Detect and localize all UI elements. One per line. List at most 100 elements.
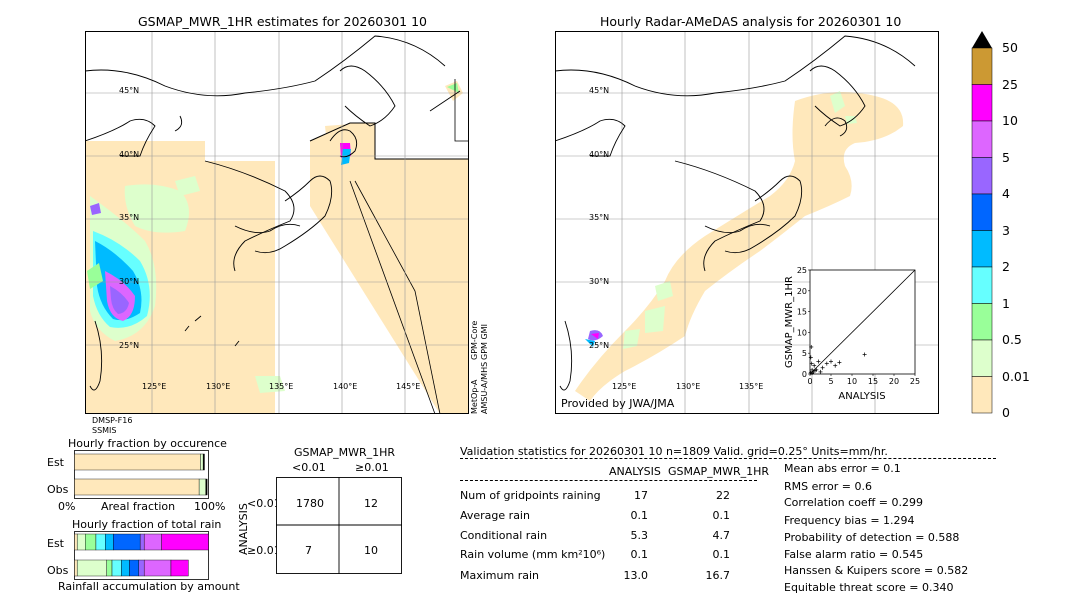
- scatter-point: [809, 361, 814, 366]
- left-lon-label-130: 130°E: [206, 382, 231, 391]
- right-map-title: Hourly Radar-AMeDAS analysis for 2026030…: [600, 14, 902, 29]
- colorbar-box: [971, 339, 993, 377]
- left-lon-label-145: 145°E: [396, 382, 421, 391]
- scatter-ytick-label: 10: [797, 328, 807, 337]
- left-swath-east: [310, 123, 469, 414]
- scatter-ylabel: GSMAP_MWR_1HR: [784, 276, 795, 368]
- stat-row-analysis: 17: [634, 489, 648, 502]
- colorbar-label: 50: [1002, 40, 1018, 55]
- left-map: [85, 31, 469, 414]
- right-lat-label-40: 40°N: [589, 150, 610, 159]
- scatter-xtick-label: 15: [868, 377, 878, 386]
- colorbar: [971, 31, 993, 414]
- stat-row-analysis: 0.1: [630, 548, 649, 561]
- scatter-xtick-label: 10: [847, 377, 857, 386]
- scatter-point: [824, 361, 829, 366]
- left-lat-label-40: 40°N: [119, 150, 140, 159]
- left-lat-label-30: 30°N: [119, 277, 140, 286]
- scatter-plot: 00 5 5 10 10 15 15 20 20 25 25 ANALYSIS GSMAP_MWR_…: [784, 266, 920, 402]
- scatter-ytick-label: 15: [797, 308, 807, 317]
- colorbar-box: [971, 303, 993, 341]
- colorbar-label: 4: [1002, 186, 1010, 201]
- colorbar-box: [971, 230, 993, 268]
- score-frequency-bias: Frequency bias = 1.294: [784, 514, 915, 527]
- sensor-gpm-gmi: GPM GMI: [480, 324, 489, 360]
- contingency-cell-c: 7: [305, 544, 312, 557]
- scatter-ytick-label: 0: [802, 370, 807, 379]
- right-lon-label-125: 125°E: [612, 382, 637, 391]
- sensor-metop: MetOp-A: [470, 379, 479, 414]
- stat-row-analysis: 13.0: [623, 569, 649, 582]
- colorbar-extend-arrow: [972, 31, 992, 48]
- right-lat-label-30: 30°N: [589, 277, 610, 286]
- left-map-coastline: [85, 35, 461, 391]
- occurrence-bar-segment: [202, 453, 205, 471]
- score-hk: Hanssen & Kuipers score = 0.582: [784, 564, 969, 577]
- occurrence-bar-segment: [200, 453, 204, 471]
- colorbar-box: [971, 193, 993, 231]
- contingency-col-lt: <0.01: [292, 461, 326, 474]
- stat-row-label: Conditional rain: [460, 529, 548, 542]
- right-lon-label-130: 130°E: [676, 382, 701, 391]
- validation-col-gsmap: GSMAP_MWR_1HR: [668, 465, 770, 478]
- scatter-xtick-label: 5: [828, 377, 833, 386]
- stat-row-label: Rain volume (mm km²10⁶): [460, 548, 606, 561]
- totalrain-bar-segment: [143, 533, 162, 551]
- scatter-point: [816, 359, 821, 364]
- totalrain-bar-segment: [105, 533, 114, 551]
- totalrain-title: Hourly fraction of total rain: [72, 518, 222, 531]
- score-mean-abs-error: Mean abs error = 0.1: [784, 462, 901, 475]
- colorbar-label: 2: [1002, 259, 1010, 274]
- scatter-point: [809, 344, 814, 349]
- colorbar-label: 0: [1002, 405, 1010, 420]
- stat-row-gsmap: 0.1: [712, 548, 731, 561]
- scatter-ytick-label: 20: [797, 287, 807, 296]
- left-map-title: GSMAP_MWR_1HR estimates for 20260301 10: [138, 14, 427, 29]
- totalrain-bar-segment: [85, 533, 97, 551]
- totalrain-bar-segment: [129, 559, 140, 577]
- left-lat-label-35: 35°N: [119, 213, 140, 222]
- contingency-title: GSMAP_MWR_1HR: [294, 446, 396, 459]
- totalrain-bar-segment: [111, 559, 122, 577]
- occurrence-bars: [74, 450, 209, 499]
- left-lon-label-135: 135°E: [269, 382, 294, 391]
- stat-row-gsmap: 22: [716, 489, 730, 502]
- score-rms-error: RMS error = 0.6: [784, 480, 872, 493]
- occurrence-bar-segment: [74, 478, 200, 496]
- totalrain-bar-segment: [138, 559, 145, 577]
- scatter-point: [829, 359, 833, 364]
- colorbar-label: 0.01: [1002, 368, 1030, 384]
- scatter-diagonal: [809, 269, 916, 375]
- left-lon-label-125: 125°E: [142, 382, 167, 391]
- colorbar-box: [971, 376, 993, 414]
- contingency-cell-d: 10: [364, 544, 378, 557]
- colorbar-label: 0.5: [1002, 332, 1022, 347]
- totalrain-bar-segment: [139, 533, 145, 551]
- sensor-ssmis: SSMIS: [92, 426, 117, 435]
- colorbar-label: 10: [1002, 113, 1018, 128]
- occurrence-x-left: 0%: [58, 500, 76, 513]
- left-lat-label-45: 45°N: [119, 86, 140, 95]
- totalrain-bar-segment: [76, 559, 107, 577]
- totalrain-obs-label: Obs: [47, 564, 69, 577]
- totalrain-bar-segment: [106, 559, 113, 577]
- stat-row-analysis: 0.1: [630, 509, 649, 522]
- scatter-ytick-label: 5: [802, 349, 807, 358]
- contingency-row-lt: <0.01: [247, 497, 281, 510]
- occurrence-est-label: Est: [47, 456, 64, 469]
- right-lat-label-25: 25°N: [589, 341, 610, 350]
- validation-header: Validation statistics for 20260301 10 n=…: [460, 445, 888, 458]
- score-correlation: Correlation coeff = 0.299: [784, 496, 923, 509]
- colorbar-label: 1: [1002, 295, 1010, 311]
- totalrain-bar-segment: [76, 533, 86, 551]
- colorbar-box: [971, 47, 993, 85]
- score-ets: Equitable threat score = 0.340: [784, 581, 954, 594]
- occurrence-xlabel: Areal fraction: [101, 500, 176, 513]
- right-lat-label-45: 45°N: [589, 86, 610, 95]
- colorbar-label: 3: [1002, 222, 1010, 238]
- scatter-point: [862, 352, 867, 357]
- scatter-point: [813, 368, 818, 373]
- occurrence-obs-label: Obs: [47, 483, 69, 496]
- contingency-cell-a: 1780: [296, 497, 324, 510]
- stat-row-label: Maximum rain: [460, 569, 539, 582]
